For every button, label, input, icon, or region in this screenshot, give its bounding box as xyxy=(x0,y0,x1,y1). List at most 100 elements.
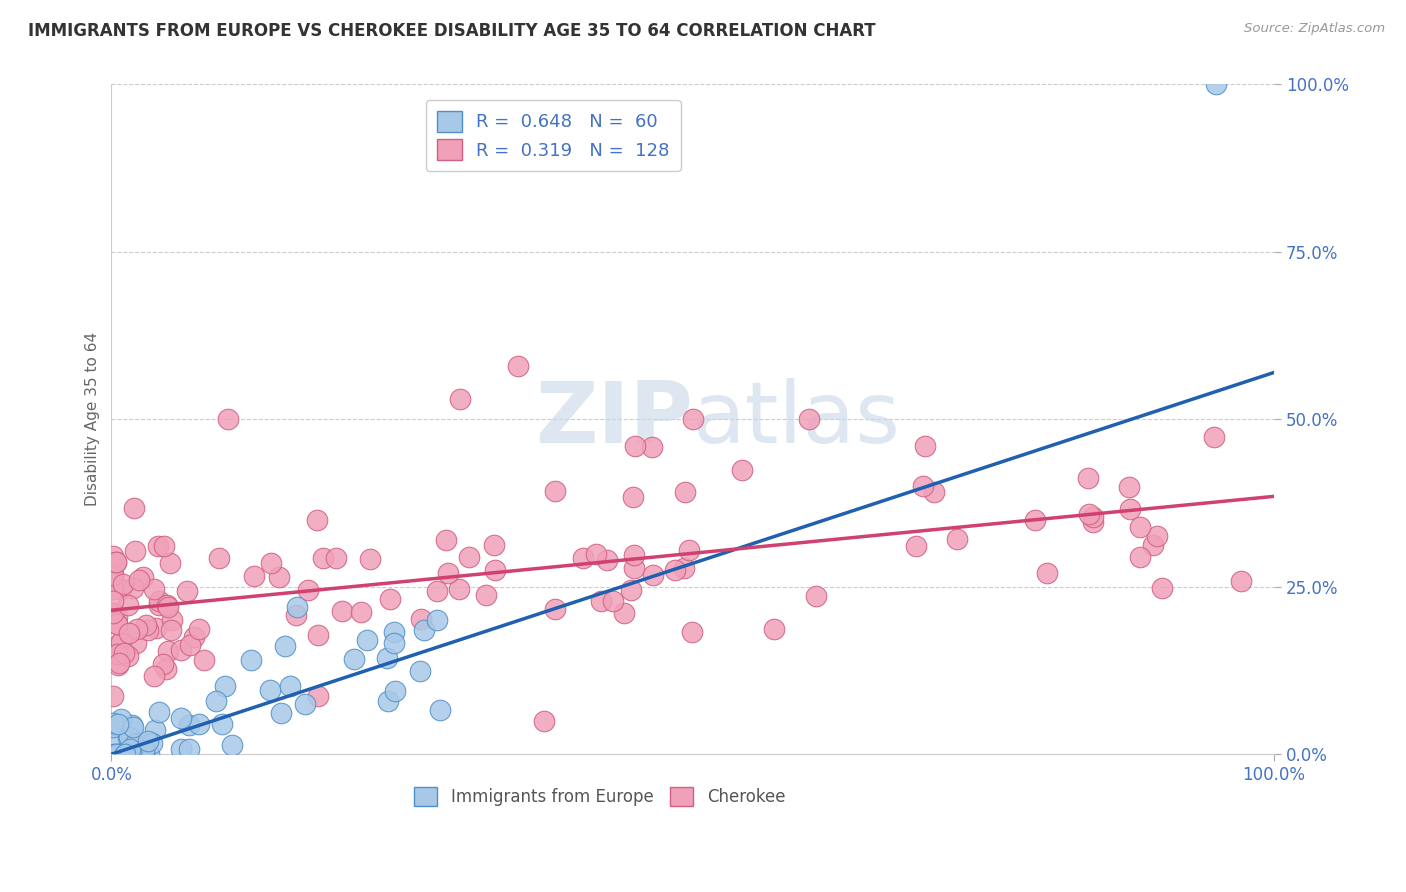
Point xyxy=(429,703,451,717)
Point xyxy=(623,439,645,453)
Point xyxy=(382,636,405,650)
Point xyxy=(664,563,686,577)
Point xyxy=(103,739,125,753)
Point xyxy=(437,566,460,580)
Point xyxy=(533,714,555,728)
Point xyxy=(188,622,211,636)
Text: Source: ZipAtlas.com: Source: ZipAtlas.com xyxy=(1244,22,1385,36)
Point xyxy=(384,683,406,698)
Point xyxy=(107,747,129,762)
Point xyxy=(239,653,262,667)
Point xyxy=(571,551,593,566)
Point xyxy=(125,636,148,650)
Point xyxy=(118,730,141,744)
Point xyxy=(107,717,129,731)
Point xyxy=(434,533,457,547)
Point xyxy=(621,490,644,504)
Point xyxy=(946,532,969,546)
Point xyxy=(101,593,124,607)
Point xyxy=(426,583,449,598)
Point xyxy=(121,747,143,762)
Point xyxy=(343,652,366,666)
Point xyxy=(159,556,181,570)
Point xyxy=(170,643,193,657)
Point xyxy=(120,745,142,759)
Point xyxy=(359,551,381,566)
Point xyxy=(124,544,146,558)
Point xyxy=(307,628,329,642)
Point xyxy=(156,599,179,613)
Point xyxy=(105,617,128,632)
Point xyxy=(136,733,159,747)
Point xyxy=(447,582,470,597)
Point xyxy=(136,623,159,637)
Point xyxy=(1077,471,1099,485)
Point xyxy=(1205,78,1227,92)
Point xyxy=(101,607,124,621)
Point xyxy=(330,604,353,618)
Point xyxy=(482,538,505,552)
Point xyxy=(148,705,170,719)
Point xyxy=(1150,581,1173,595)
Point xyxy=(449,392,471,407)
Point xyxy=(623,561,645,575)
Point xyxy=(110,634,132,648)
Point xyxy=(312,551,335,566)
Point xyxy=(121,718,143,732)
Point xyxy=(101,567,124,582)
Point xyxy=(613,607,636,621)
Point xyxy=(1146,528,1168,542)
Point xyxy=(267,570,290,584)
Point xyxy=(152,657,174,672)
Point xyxy=(1202,430,1225,444)
Point xyxy=(112,577,135,591)
Point xyxy=(114,747,136,762)
Point xyxy=(273,639,295,653)
Point xyxy=(382,624,405,639)
Point xyxy=(118,747,141,762)
Point xyxy=(143,669,166,683)
Point xyxy=(1118,502,1140,516)
Point xyxy=(409,612,432,626)
Point xyxy=(118,626,141,640)
Point xyxy=(183,630,205,644)
Point xyxy=(141,736,163,750)
Point xyxy=(681,624,703,639)
Point xyxy=(114,747,136,762)
Point xyxy=(160,623,183,637)
Point xyxy=(105,648,128,662)
Point xyxy=(107,658,129,673)
Point xyxy=(122,581,145,595)
Point xyxy=(208,550,231,565)
Point xyxy=(307,690,329,704)
Point xyxy=(134,747,156,761)
Point xyxy=(1230,574,1253,589)
Point xyxy=(1129,520,1152,534)
Point xyxy=(294,698,316,712)
Point xyxy=(156,600,179,615)
Text: IMMIGRANTS FROM EUROPE VS CHEROKEE DISABILITY AGE 35 TO 64 CORRELATION CHART: IMMIGRANTS FROM EUROPE VS CHEROKEE DISAB… xyxy=(28,22,876,40)
Point xyxy=(1024,513,1046,527)
Point xyxy=(673,485,696,500)
Point xyxy=(804,590,827,604)
Legend: Immigrants from Europe, Cherokee: Immigrants from Europe, Cherokee xyxy=(408,780,792,813)
Point xyxy=(170,741,193,756)
Point xyxy=(378,592,401,607)
Point xyxy=(148,599,170,613)
Point xyxy=(1081,515,1104,529)
Point xyxy=(122,720,145,734)
Point xyxy=(105,616,128,631)
Point xyxy=(1118,480,1140,494)
Point xyxy=(585,547,607,561)
Point xyxy=(110,747,132,762)
Point xyxy=(107,637,129,651)
Point xyxy=(1081,510,1104,524)
Point xyxy=(278,679,301,693)
Point xyxy=(179,718,201,732)
Point xyxy=(143,582,166,596)
Point xyxy=(297,583,319,598)
Point xyxy=(101,549,124,563)
Point xyxy=(122,747,145,762)
Point xyxy=(114,747,136,762)
Point xyxy=(912,479,935,493)
